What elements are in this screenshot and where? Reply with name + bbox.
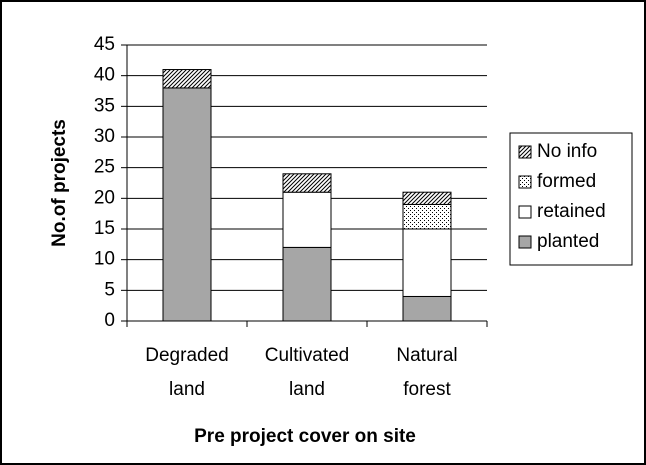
- bar-segment: [282, 246, 332, 322]
- y-tick-label: 35: [94, 95, 115, 116]
- legend-swatch: [518, 235, 532, 249]
- legend-label: retained: [537, 201, 606, 222]
- y-tick-label: 40: [94, 65, 115, 86]
- y-tick-label: 25: [94, 157, 115, 178]
- y-tick-label: 5: [104, 279, 115, 300]
- bar-segment: [162, 69, 212, 89]
- bar-segment: [282, 173, 332, 193]
- legend-label: formed: [537, 171, 596, 192]
- bar-segment: [282, 191, 332, 248]
- y-axis-title: No.of projects: [49, 119, 70, 247]
- bar-segment: [162, 87, 212, 322]
- x-tick-label: Natural forest: [396, 345, 457, 400]
- y-tick-label: 0: [104, 310, 115, 331]
- y-tick-label: 30: [94, 126, 115, 147]
- legend-label: No info: [537, 141, 597, 162]
- legend-label: planted: [537, 231, 599, 252]
- y-tick-label: 45: [94, 34, 115, 55]
- x-axis-title: Pre project cover on site: [194, 426, 416, 447]
- bar-segment: [402, 228, 452, 297]
- legend-swatch: [518, 205, 532, 219]
- y-tick-label: 10: [94, 249, 115, 270]
- bar-segment: [402, 203, 452, 230]
- y-tick-label: 20: [94, 187, 115, 208]
- x-tick-label: Degraded land: [145, 345, 228, 400]
- bar-segment: [402, 191, 452, 205]
- legend-swatch: [518, 175, 532, 189]
- y-tick-label: 15: [94, 218, 115, 239]
- bar-segment: [402, 295, 452, 322]
- x-tick-label: Cultivated land: [265, 345, 350, 400]
- legend-swatch: [518, 145, 532, 159]
